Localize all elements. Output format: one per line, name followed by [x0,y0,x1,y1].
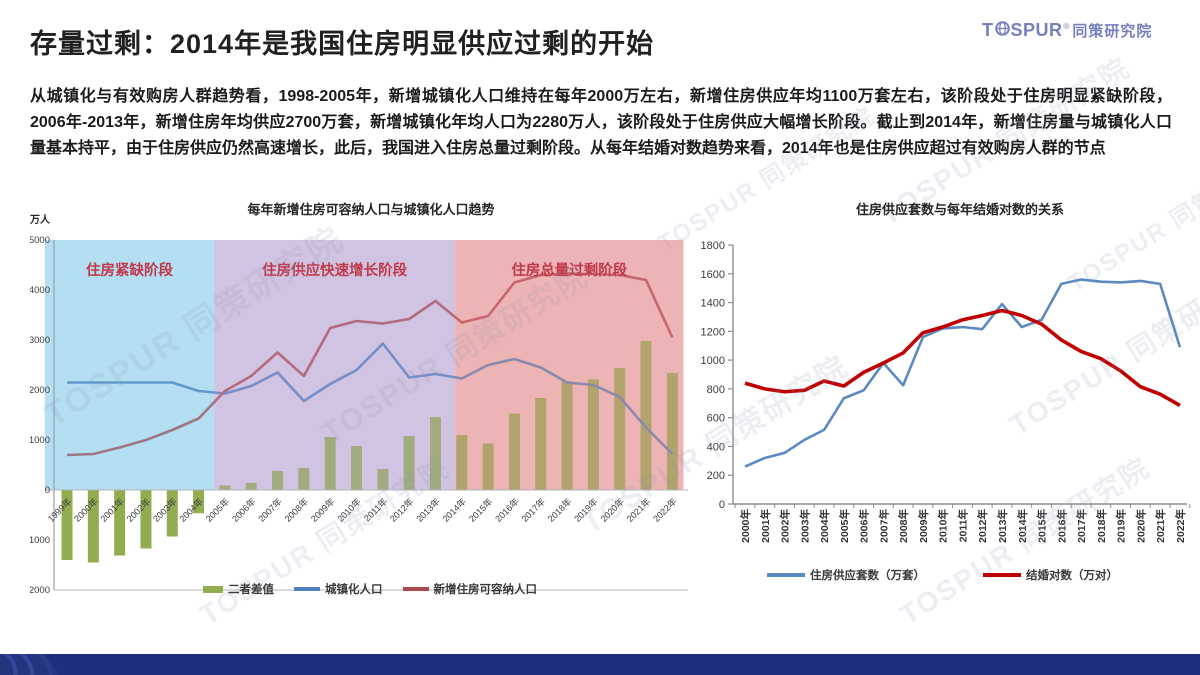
right-chart-title: 住房供应套数与每年结婚对数的关系 [855,202,1064,217]
svg-text:2021年: 2021年 [624,496,652,524]
legend-item: 城镇化人口 [294,581,383,597]
right-chart-figure: 住房供应套数与每年结婚对数的关系 0 200 400 600 800 1000 1200 14… [690,195,1195,615]
legend-line-swatch [983,573,1021,577]
svg-text:1000: 1000 [701,355,725,367]
legend-bar-swatch [203,585,223,593]
svg-text:住房紧缺阶段: 住房紧缺阶段 [86,261,173,279]
svg-text:2006年: 2006年 [229,496,257,524]
svg-text:2019年: 2019年 [572,496,600,524]
legend-line-swatch [767,573,805,577]
svg-text:2000年: 2000年 [739,509,752,543]
svg-text:-2000: -2000 [30,585,50,596]
svg-text:4000: 4000 [30,285,50,296]
svg-text:2013年: 2013年 [996,509,1009,543]
svg-text:2005年: 2005年 [838,509,851,543]
svg-text:2015年: 2015年 [1036,509,1049,543]
left-chart-legend: 二者差值 城镇化人口 新增住房可容纳人口 [30,581,710,597]
svg-text:2002年: 2002年 [779,509,792,543]
svg-text:2010年: 2010年 [335,496,363,524]
svg-text:5000: 5000 [30,235,50,246]
right-chart-legend: 住房供应套数（万套） 结婚对数（万对） [690,567,1195,583]
svg-text:2017年: 2017年 [1075,509,1088,543]
svg-text:2008年: 2008年 [282,496,310,524]
svg-text:2011年: 2011年 [361,496,389,524]
footer-globe-decoration [0,654,58,675]
svg-text:住房供应快速增长阶段: 住房供应快速增长阶段 [262,261,407,279]
legend-item: 住房供应套数（万套） [767,567,925,583]
svg-text:2009年: 2009年 [308,496,336,524]
svg-text:2016年: 2016年 [493,496,521,524]
svg-text:0: 0 [719,499,725,511]
left-chart-title: 每年新增住房可容纳人口与城镇化人口趋势 [247,202,495,217]
legend-item: 新增住房可容纳人口 [402,581,538,597]
legend-label: 结婚对数（万对） [1026,570,1118,582]
svg-text:3000: 3000 [30,335,50,346]
logo-brand-rest: SPUR [1010,20,1063,40]
logo-institute-name: 同策研究院 [1072,23,1153,40]
svg-text:2005年: 2005年 [203,496,231,524]
svg-text:2016年: 2016年 [1055,509,1068,543]
svg-text:2012年: 2012年 [387,496,415,524]
svg-text:1600: 1600 [701,269,725,281]
svg-text:2007年: 2007年 [877,509,890,543]
svg-text:2001年: 2001年 [759,509,772,543]
svg-text:2018年: 2018年 [1095,509,1108,543]
svg-text:2012年: 2012年 [976,509,989,543]
svg-text:2003年: 2003年 [798,509,811,543]
svg-text:1800: 1800 [701,240,725,252]
svg-text:2007年: 2007年 [256,496,284,524]
svg-text:2022年: 2022年 [1174,509,1187,543]
svg-text:1200: 1200 [701,326,725,338]
svg-text:200: 200 [707,470,725,482]
legend-item: 二者差值 [203,581,274,597]
svg-text:2000: 2000 [30,385,50,396]
svg-text:住房总量过剩阶段: 住房总量过剩阶段 [511,261,627,279]
svg-text:2011年: 2011年 [956,509,969,543]
logo-registered-mark: ® [1063,22,1070,31]
right-chart-canvas: 0 200 400 600 800 1000 1200 1400 1600 1800 2000年 20… [701,240,1191,543]
svg-text:2004年: 2004年 [818,509,831,543]
svg-text:800: 800 [707,384,725,396]
svg-text:2006年: 2006年 [858,509,871,543]
svg-text:2014年: 2014年 [440,496,468,524]
legend-label: 二者差值 [228,584,274,596]
svg-text:0: 0 [45,485,50,496]
svg-text:2008年: 2008年 [897,509,910,543]
legend-label: 城镇化人口 [325,584,383,596]
left-chart-figure: 每年新增住房可容纳人口与城镇化人口趋势 万人 住房紧缺阶段 住房供应快速增长阶段住… [30,195,710,615]
legend-label: 住房供应套数（万套） [810,570,925,582]
legend-item: 结婚对数（万对） [983,567,1118,583]
legend-line-swatch [294,587,320,591]
legend-label: 新增住房可容纳人口 [433,584,538,596]
svg-text:1000: 1000 [30,435,50,446]
footer-bar [0,654,1200,675]
svg-text:2018年: 2018年 [545,496,573,524]
svg-text:2010年: 2010年 [937,509,950,543]
left-chart-unit-label: 万人 [30,215,50,226]
svg-text:2020年: 2020年 [598,496,626,524]
svg-text:2022年: 2022年 [650,496,678,524]
svg-text:2009年: 2009年 [917,509,930,543]
svg-text:2013年: 2013年 [414,496,442,524]
svg-text:2019年: 2019年 [1115,509,1128,543]
page-title: 存量过剩：2014年是我国住房明显供应过剩的开始 [30,29,655,59]
svg-text:2014年: 2014年 [1016,509,1029,543]
svg-text:2020年: 2020年 [1134,509,1147,543]
svg-text:2021年: 2021年 [1154,509,1167,543]
left-chart-canvas: 住房紧缺阶段 住房供应快速增长阶段 住房总量过剩阶段 5000 4000 3000 2000… [30,235,688,596]
logo-brand-t: T [982,20,994,40]
svg-text:1400: 1400 [701,298,725,310]
globe-icon [994,20,1010,41]
svg-text:400: 400 [707,441,725,453]
svg-text:2017年: 2017年 [519,496,547,524]
body-paragraph: 从城镇化与有效购房人群趋势看，1998-2005年，新增城镇化人口维持在每年20… [30,88,1172,157]
legend-line-swatch [402,587,429,591]
svg-text:600: 600 [707,413,725,425]
svg-text:2015年: 2015年 [466,496,494,524]
svg-text:-1000: -1000 [30,535,50,546]
tospur-logo: T SPUR ® 同策研究院 [982,20,1152,41]
